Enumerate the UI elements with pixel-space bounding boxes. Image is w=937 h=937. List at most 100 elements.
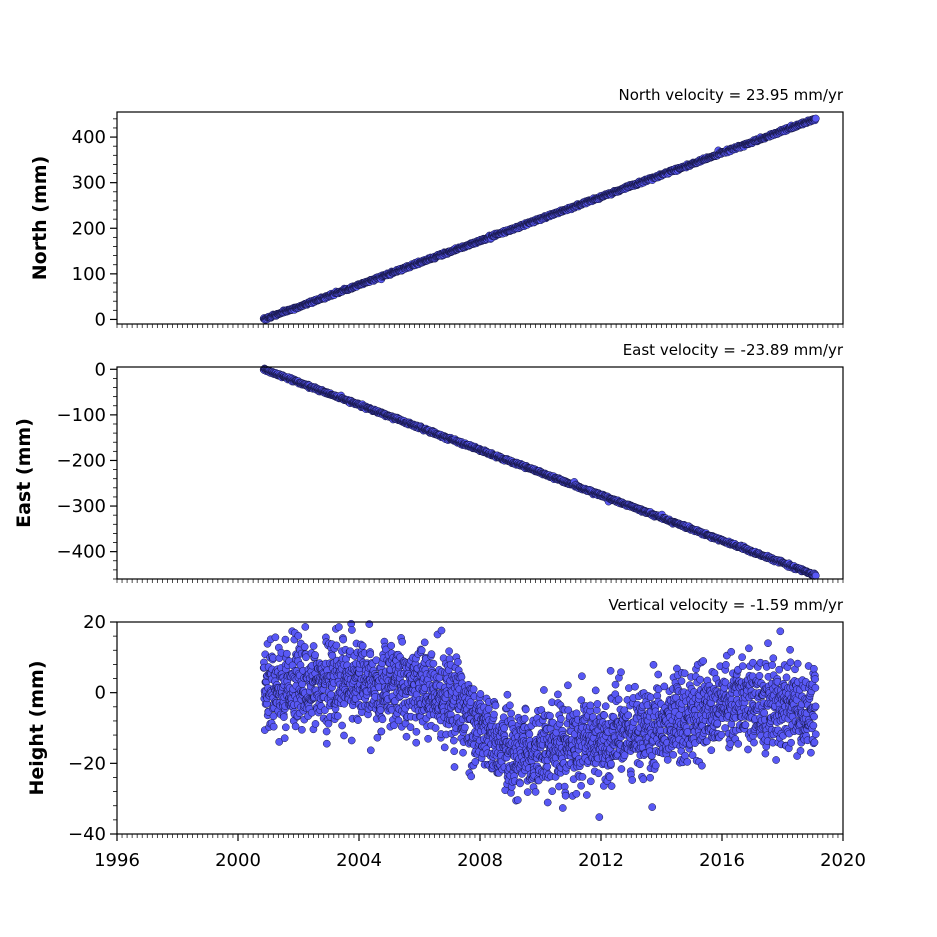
y-tick-label: −200	[57, 450, 106, 471]
east-y-axis-label: East (mm)	[13, 418, 35, 528]
data-point	[507, 709, 516, 718]
data-point	[469, 685, 478, 694]
height-velocity-annotation: Vertical velocity = -1.59 mm/yr	[608, 596, 843, 614]
data-point	[548, 787, 557, 796]
data-point	[406, 723, 415, 732]
data-point	[358, 641, 367, 650]
data-point	[300, 643, 309, 651]
data-point	[402, 732, 411, 741]
y-tick-label: 400	[72, 127, 106, 148]
data-point	[269, 722, 278, 731]
height-y-axis-label: Height (mm)	[26, 660, 48, 795]
data-point	[280, 713, 288, 721]
data-point	[366, 746, 375, 755]
data-point	[490, 710, 498, 719]
data-point	[506, 701, 514, 710]
data-point	[561, 791, 570, 800]
data-point	[387, 641, 396, 650]
east-velocity-annotation: East velocity = -23.89 mm/yr	[623, 341, 844, 359]
data-point	[577, 781, 585, 790]
data-point	[617, 668, 625, 677]
data-point	[281, 635, 290, 644]
data-point	[459, 748, 467, 757]
data-point	[525, 730, 534, 738]
data-point	[333, 712, 342, 720]
data-point	[309, 642, 318, 650]
data-point	[449, 736, 458, 745]
data-point	[280, 734, 289, 743]
data-point	[420, 638, 429, 647]
data-point	[521, 705, 530, 714]
data-point	[484, 705, 493, 713]
north-panel: North velocity = 23.95 mm/yr North (mm) …	[29, 86, 844, 330]
data-point	[500, 724, 509, 733]
data-point	[376, 706, 385, 714]
data-point	[301, 623, 310, 631]
data-point	[646, 693, 655, 702]
north-data-points	[259, 114, 820, 324]
data-point	[332, 641, 341, 650]
y-tick-label: −400	[57, 542, 106, 563]
data-point	[578, 672, 586, 681]
data-point	[311, 651, 319, 659]
data-point	[531, 788, 540, 796]
data-point	[546, 712, 554, 720]
y-tick-label: −100	[57, 405, 106, 426]
data-point	[283, 649, 291, 658]
data-point	[467, 772, 476, 781]
data-point	[476, 690, 485, 698]
north-y-axis-label: North (mm)	[29, 156, 51, 281]
data-point	[440, 743, 449, 752]
data-point	[429, 659, 438, 668]
data-point	[554, 690, 562, 699]
data-point	[600, 711, 609, 720]
data-point	[324, 719, 333, 728]
data-point	[281, 723, 290, 732]
data-point	[601, 702, 610, 711]
y-tick-label: 200	[72, 218, 106, 239]
y-tick-label: 0	[95, 359, 106, 380]
data-point	[607, 759, 615, 768]
data-point	[431, 724, 440, 732]
data-point	[398, 637, 407, 646]
y-tick-label: 0	[95, 309, 106, 330]
data-point	[586, 777, 595, 786]
north-velocity-annotation: North velocity = 23.95 mm/yr	[619, 86, 844, 104]
data-point	[294, 631, 303, 640]
data-point	[377, 727, 386, 736]
data-point	[412, 738, 421, 747]
data-point	[639, 775, 648, 784]
data-point	[461, 723, 469, 732]
data-point	[311, 720, 320, 728]
data-point	[607, 782, 616, 790]
data-point	[558, 804, 567, 812]
data-point	[271, 633, 280, 642]
data-point	[347, 736, 356, 745]
data-point	[543, 798, 552, 807]
data-point	[523, 788, 532, 796]
data-point	[454, 658, 462, 666]
data-point	[335, 623, 343, 631]
data-point	[338, 721, 346, 730]
data-point	[412, 727, 421, 736]
data-point	[378, 715, 387, 724]
data-point	[291, 722, 300, 731]
data-point	[811, 114, 820, 123]
data-point	[513, 796, 522, 804]
data-point	[578, 773, 587, 781]
data-point	[586, 701, 595, 710]
data-point	[606, 666, 615, 675]
data-point	[624, 711, 633, 720]
data-point	[543, 762, 552, 771]
data-point	[582, 791, 591, 799]
data-point	[491, 701, 500, 710]
data-point	[605, 773, 614, 782]
data-point	[424, 734, 432, 743]
data-point	[366, 650, 375, 659]
data-point	[631, 682, 639, 691]
data-point	[564, 681, 572, 690]
data-point	[298, 725, 306, 734]
data-point	[617, 765, 626, 773]
